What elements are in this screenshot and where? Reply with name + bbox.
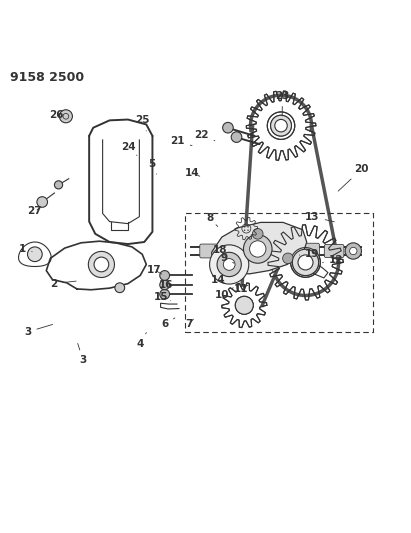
Circle shape <box>231 132 242 142</box>
Circle shape <box>292 249 319 276</box>
Circle shape <box>55 181 62 189</box>
Circle shape <box>252 229 263 239</box>
Circle shape <box>298 255 313 270</box>
FancyBboxPatch shape <box>290 243 319 259</box>
Text: 1: 1 <box>19 244 32 254</box>
Text: 27: 27 <box>28 206 42 216</box>
Text: 5: 5 <box>148 159 157 174</box>
Text: 8: 8 <box>206 213 218 227</box>
FancyBboxPatch shape <box>200 244 222 258</box>
Circle shape <box>223 259 235 270</box>
Circle shape <box>249 241 266 257</box>
Text: 20: 20 <box>338 164 369 191</box>
Circle shape <box>160 280 170 290</box>
Circle shape <box>210 245 249 284</box>
FancyBboxPatch shape <box>324 245 344 257</box>
Circle shape <box>115 283 125 293</box>
Circle shape <box>243 235 272 263</box>
Circle shape <box>270 115 291 136</box>
Circle shape <box>217 252 241 277</box>
Circle shape <box>94 257 109 272</box>
Text: 2: 2 <box>50 279 76 289</box>
Text: 7: 7 <box>185 319 194 329</box>
Text: 14: 14 <box>185 167 200 177</box>
Text: 26: 26 <box>49 110 64 119</box>
Text: 13: 13 <box>305 212 334 222</box>
Circle shape <box>59 110 72 123</box>
Circle shape <box>37 197 48 207</box>
Circle shape <box>223 123 233 133</box>
Text: 3: 3 <box>24 325 53 337</box>
Text: 25: 25 <box>135 115 150 131</box>
Circle shape <box>292 249 319 276</box>
Text: 18: 18 <box>212 245 227 255</box>
Text: 24: 24 <box>121 142 137 156</box>
Text: 15: 15 <box>153 292 171 302</box>
Text: 11: 11 <box>234 284 249 294</box>
Text: 22: 22 <box>194 130 215 141</box>
Text: 4: 4 <box>136 333 146 349</box>
Circle shape <box>236 296 253 314</box>
Text: 14: 14 <box>210 274 225 285</box>
Text: 17: 17 <box>147 265 162 275</box>
Circle shape <box>160 289 170 299</box>
Text: 16: 16 <box>159 280 173 290</box>
Circle shape <box>345 243 361 259</box>
Circle shape <box>236 296 253 314</box>
Text: 23: 23 <box>275 91 289 116</box>
FancyBboxPatch shape <box>222 243 252 259</box>
Circle shape <box>350 247 357 255</box>
Text: 9: 9 <box>220 253 234 263</box>
Text: 21: 21 <box>171 136 192 146</box>
Circle shape <box>160 271 170 280</box>
Circle shape <box>28 247 42 262</box>
Circle shape <box>222 253 232 264</box>
Text: 9158 2500: 9158 2500 <box>9 71 84 84</box>
Circle shape <box>270 115 291 136</box>
Circle shape <box>88 252 115 278</box>
FancyBboxPatch shape <box>255 244 277 258</box>
Text: 6: 6 <box>161 318 175 329</box>
Circle shape <box>275 119 287 132</box>
Text: 10: 10 <box>215 288 233 300</box>
Circle shape <box>275 119 287 132</box>
Text: 3: 3 <box>78 343 87 366</box>
Text: 19: 19 <box>299 249 320 259</box>
Text: 12: 12 <box>323 255 343 265</box>
Circle shape <box>283 253 293 264</box>
Circle shape <box>298 255 313 270</box>
Polygon shape <box>212 222 307 274</box>
